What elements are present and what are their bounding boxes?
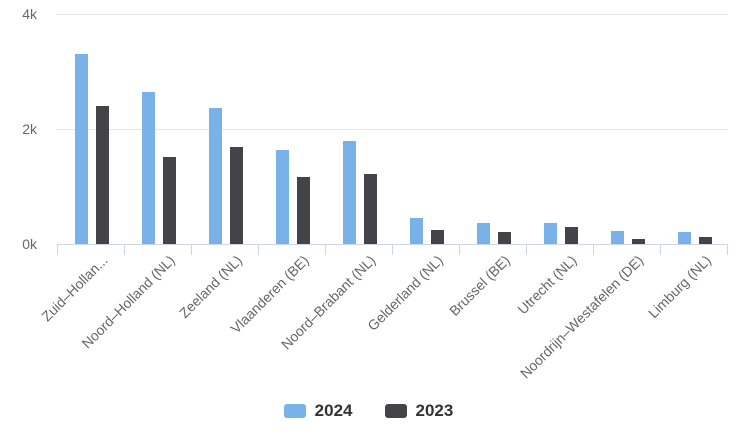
bar-2023-zeeland-nl[interactable] <box>230 147 243 244</box>
y-axis-label-4k: 4k <box>22 6 37 22</box>
gridline-2k <box>57 129 728 130</box>
x-axis-tick <box>57 245 58 255</box>
legend-item-2023[interactable]: 2023 <box>384 401 454 421</box>
legend: 2024 2023 <box>0 401 737 421</box>
bar-2023-noordrijn-westafelen-de[interactable] <box>632 239 645 244</box>
x-axis-label-limburg-nl: Limburg (NL) <box>644 252 714 322</box>
bar-2024-noordrijn-westafelen-de[interactable] <box>611 230 624 244</box>
bar-2023-noord-brabant-nl[interactable] <box>364 174 377 244</box>
x-axis-label-zeeland-nl: Zeeland (NL) <box>175 252 245 322</box>
x-axis-label-utrecht-nl: Utrecht (NL) <box>514 252 580 318</box>
legend-label-2023: 2023 <box>415 401 454 420</box>
bar-2023-limburg-nl[interactable] <box>699 237 712 244</box>
legend-label-2024: 2024 <box>314 401 353 420</box>
x-axis-tick <box>392 245 393 255</box>
bar-2024-zeeland-nl[interactable] <box>209 108 222 244</box>
bar-2024-brussel-be[interactable] <box>477 222 490 244</box>
bar-2024-zuid-hollan[interactable] <box>75 54 88 244</box>
bar-2023-utrecht-nl[interactable] <box>565 226 578 244</box>
bar-2023-zuid-hollan[interactable] <box>96 106 109 244</box>
bar-2023-vlaanderen-be[interactable] <box>297 176 310 244</box>
x-axis-tick <box>593 245 594 255</box>
y-axis-label-0k: 0k <box>22 236 37 252</box>
x-axis-label-zuid-hollan: Zuid–Hollan... <box>38 252 111 325</box>
gridline-4k <box>57 14 728 15</box>
x-axis-line <box>57 244 728 245</box>
y-axis-label-2k: 2k <box>22 121 37 137</box>
bar-2024-utrecht-nl[interactable] <box>544 223 557 244</box>
x-axis-tick <box>459 245 460 255</box>
x-axis-tick <box>660 245 661 255</box>
legend-item-2024[interactable]: 2024 <box>283 401 353 421</box>
bar-2024-vlaanderen-be[interactable] <box>276 149 289 244</box>
x-axis-tick <box>727 245 728 255</box>
bar-2024-limburg-nl[interactable] <box>678 231 691 244</box>
x-axis-tick <box>325 245 326 255</box>
x-axis-tick <box>258 245 259 255</box>
bar-2024-gelderland-nl[interactable] <box>410 218 423 244</box>
bar-2024-noord-holland-nl[interactable] <box>142 91 155 244</box>
x-axis-tick <box>191 245 192 255</box>
x-axis-tick <box>526 245 527 255</box>
legend-swatch-2024 <box>283 404 306 418</box>
bar-2023-noord-holland-nl[interactable] <box>163 157 176 244</box>
x-axis-label-noordrijn-westafelen-de: Noordrijn–Westafelen (DE) <box>517 252 647 382</box>
x-axis-tick <box>124 245 125 255</box>
x-axis-label-brussel-be: Brussel (BE) <box>445 252 513 319</box>
bar-2023-brussel-be[interactable] <box>498 231 511 244</box>
bar-2023-gelderland-nl[interactable] <box>431 230 444 244</box>
legend-swatch-2023 <box>384 404 407 418</box>
bar-2024-noord-brabant-nl[interactable] <box>343 140 356 244</box>
